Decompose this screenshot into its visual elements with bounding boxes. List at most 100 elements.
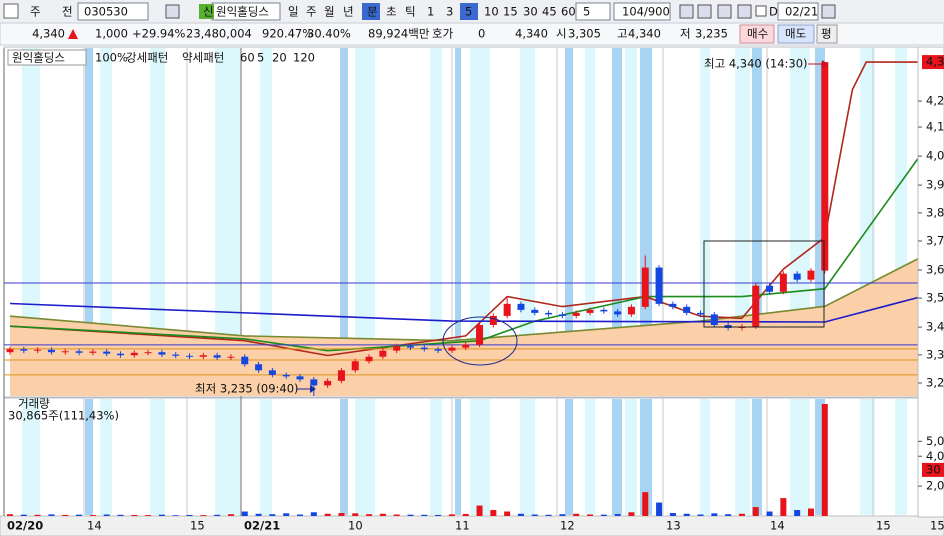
- tool-icon[interactable]: [679, 4, 694, 19]
- time-label: 13: [666, 519, 681, 533]
- volume-bar: [103, 514, 110, 516]
- candle-body: [669, 303, 677, 307]
- toolbar-item[interactable]: 104/900: [622, 5, 670, 19]
- toolbar-item[interactable]: 월: [324, 5, 335, 19]
- toolbar-item[interactable]: 45: [542, 5, 557, 19]
- stripe: [22, 399, 40, 515]
- candle-body: [821, 62, 829, 271]
- toolbar-item[interactable]: 일: [288, 5, 299, 19]
- tool-icon[interactable]: [737, 4, 752, 19]
- icon[interactable]: [3, 3, 19, 19]
- toolbar-item[interactable]: 60: [561, 5, 576, 19]
- volume-bar: [338, 513, 345, 516]
- stripe: [340, 48, 348, 396]
- candle-body: [351, 361, 359, 371]
- toolbar-item[interactable]: 전: [62, 5, 73, 19]
- date-box[interactable]: [777, 2, 819, 21]
- candle-body: [710, 314, 718, 325]
- toolbar-item[interactable]: 3: [446, 5, 453, 19]
- checkbox[interactable]: [755, 5, 767, 17]
- period-select[interactable]: [575, 2, 611, 21]
- candle-body: [144, 352, 152, 354]
- volume-bar: [407, 514, 414, 516]
- stripe: [860, 399, 875, 515]
- candle-body: [448, 347, 456, 351]
- count-box[interactable]: [613, 2, 671, 21]
- candle-body: [462, 344, 470, 348]
- candle-body: [89, 351, 97, 353]
- toolbar-item[interactable]: 분: [367, 5, 378, 19]
- badge[interactable]: [199, 4, 214, 19]
- toolbar-item[interactable]: 10: [484, 5, 499, 19]
- y-tick-label: 4,0: [926, 149, 944, 163]
- time-label: 14: [87, 519, 102, 533]
- volume-bar: [517, 513, 524, 516]
- toolbar-item[interactable]: 5: [583, 5, 590, 19]
- toolbar-item[interactable]: 년: [343, 5, 354, 19]
- volume-bar: [241, 511, 248, 516]
- tool-icon[interactable]: [165, 4, 180, 19]
- volume-bar: [117, 514, 124, 516]
- toolbar-item[interactable]: 030530: [84, 5, 128, 19]
- legend-entry: 60: [240, 51, 255, 65]
- volume-bar: [62, 514, 69, 516]
- volume-bar: [7, 514, 13, 516]
- last-price-label: 4,3: [926, 55, 944, 69]
- candle-body: [793, 273, 801, 280]
- tool-icon[interactable]: [697, 4, 712, 19]
- candle-body: [61, 351, 69, 353]
- avg-button[interactable]: [816, 24, 838, 44]
- volume-bar: [587, 514, 594, 516]
- code-input[interactable]: [77, 2, 149, 21]
- volume-bar: [324, 513, 331, 516]
- candle-body: [75, 351, 83, 353]
- volume-bar: [642, 492, 649, 516]
- candle-body: [20, 349, 28, 351]
- candle-body: [116, 353, 124, 356]
- toolbar-item[interactable]: 5: [465, 5, 472, 19]
- tab-selected[interactable]: [362, 3, 380, 20]
- volume-bar: [310, 512, 317, 516]
- candle-body: [282, 374, 290, 377]
- stripe: [470, 48, 490, 396]
- volume-bar: [186, 514, 193, 516]
- pattern-ellipse: [442, 316, 518, 366]
- quote-item: 920.47%: [262, 27, 313, 41]
- time-label: 10: [348, 519, 363, 533]
- up-arrow: [68, 29, 78, 39]
- toolbar-item[interactable]: 원익홀딩스: [216, 5, 269, 19]
- toolbar-item[interactable]: 신: [203, 5, 214, 19]
- volume-bar: [227, 514, 234, 516]
- quote-item: 3,235: [695, 27, 728, 41]
- tool-icon[interactable]: [821, 4, 836, 19]
- toolbar-item[interactable]: 15: [503, 5, 518, 19]
- toolbar-item[interactable]: 1: [427, 5, 434, 19]
- volume-bar: [20, 514, 27, 516]
- toolbar-item[interactable]: 초: [386, 5, 397, 19]
- low-annotation: 최저 3,235 (09:40): [195, 382, 299, 396]
- volume-bar: [435, 514, 442, 516]
- volume-bar: [476, 505, 483, 516]
- stripe: [895, 399, 907, 515]
- tool-icon[interactable]: [717, 4, 732, 19]
- buy-button[interactable]: [739, 24, 775, 44]
- last-price-box: [922, 55, 944, 70]
- tab-selected[interactable]: [460, 3, 478, 20]
- y-tick-label: 5,0: [926, 434, 944, 448]
- toolbar-item[interactable]: 02/21: [785, 5, 818, 19]
- sell-button[interactable]: [777, 24, 815, 44]
- quote-item: 3,305: [568, 27, 601, 41]
- candle-body: [406, 346, 414, 348]
- toolbar-item[interactable]: 주: [306, 5, 317, 19]
- stripe: [565, 399, 573, 515]
- candle-body: [34, 349, 42, 351]
- toolbar-item[interactable]: 틱: [405, 5, 416, 19]
- toolbar-item[interactable]: D: [769, 5, 778, 19]
- volume-bar: [807, 508, 814, 516]
- stripe: [625, 399, 637, 515]
- toolbar-item[interactable]: 30: [523, 5, 538, 19]
- stripe: [640, 48, 652, 396]
- toolbar-item[interactable]: 주: [30, 5, 41, 19]
- candle-body: [807, 270, 815, 280]
- arrow-head: [310, 385, 316, 393]
